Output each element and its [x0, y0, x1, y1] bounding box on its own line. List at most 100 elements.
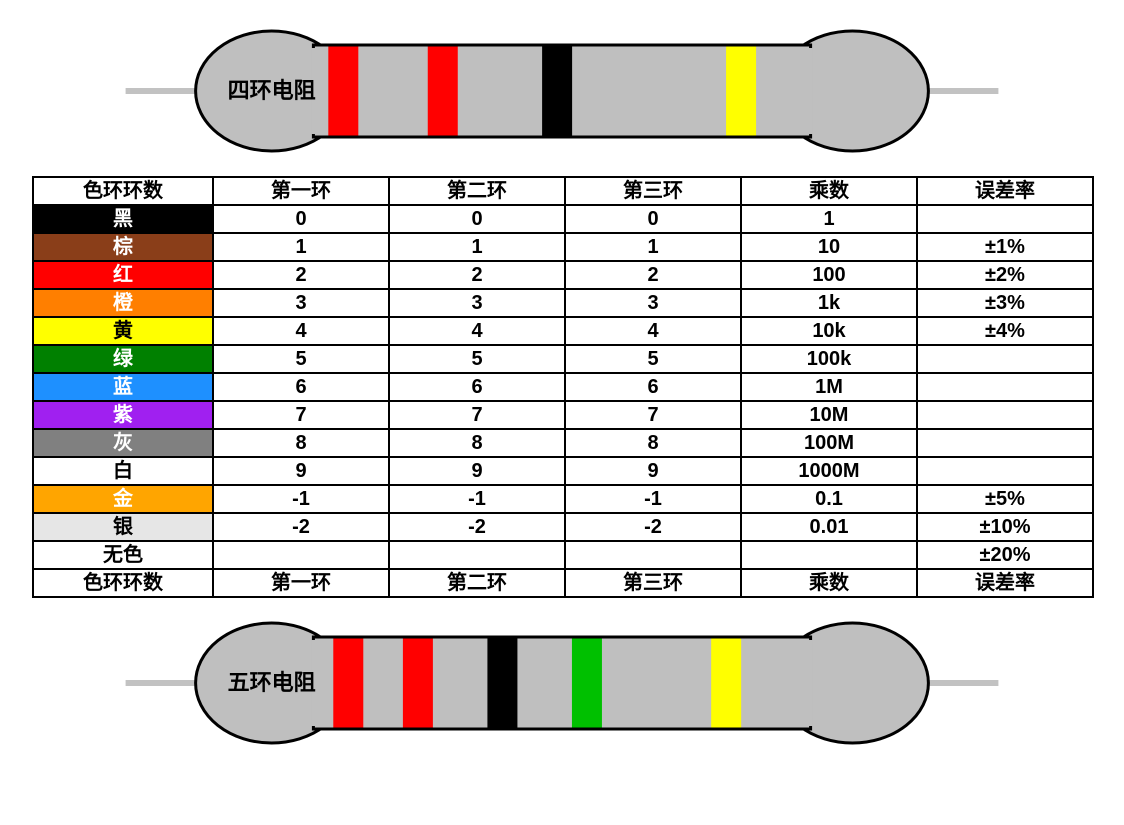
table-row: 紫77710M [33, 401, 1093, 429]
color-band-3 [542, 47, 572, 136]
table-footer-0: 色环环数 [33, 569, 213, 597]
value-cell [565, 541, 741, 569]
color-band-1 [328, 47, 358, 136]
color-name-cell: 金 [33, 485, 213, 513]
color-name-cell: 黑 [33, 205, 213, 233]
table-header-2: 第二环 [389, 177, 565, 205]
value-cell: 6 [565, 373, 741, 401]
value-cell: 4 [213, 317, 389, 345]
value-cell: -1 [389, 485, 565, 513]
resistor-color-table: 色环环数第一环第二环第三环乘数误差率黑0001棕11110±1%红222100±… [32, 176, 1094, 598]
value-cell: 100k [741, 345, 917, 373]
value-cell: 7 [565, 401, 741, 429]
color-band-2 [428, 47, 458, 136]
value-cell: 10 [741, 233, 917, 261]
value-cell: 8 [565, 429, 741, 457]
color-name-cell: 无色 [33, 541, 213, 569]
color-band-2 [403, 639, 433, 728]
value-cell: -1 [213, 485, 389, 513]
table-footer-5: 误差率 [917, 569, 1093, 597]
color-name-cell: 绿 [33, 345, 213, 373]
table-header-5: 误差率 [917, 177, 1093, 205]
value-cell [741, 541, 917, 569]
value-cell: 5 [213, 345, 389, 373]
value-cell: 1000M [741, 457, 917, 485]
value-cell: 7 [213, 401, 389, 429]
value-cell: 0 [565, 205, 741, 233]
value-cell [389, 541, 565, 569]
value-cell: 0 [213, 205, 389, 233]
value-cell: 1 [741, 205, 917, 233]
value-cell: -1 [565, 485, 741, 513]
table-row: 绿555100k [33, 345, 1093, 373]
value-cell: 10M [741, 401, 917, 429]
table-row: 黄44410k±4% [33, 317, 1093, 345]
table-row: 银-2-2-20.01±10% [33, 513, 1093, 541]
value-cell: 1k [741, 289, 917, 317]
table-footer-3: 第三环 [565, 569, 741, 597]
value-cell: 8 [213, 429, 389, 457]
value-cell: 6 [389, 373, 565, 401]
value-cell: 100 [741, 261, 917, 289]
value-cell [917, 345, 1093, 373]
value-cell: ±1% [917, 233, 1093, 261]
value-cell: 7 [389, 401, 565, 429]
value-cell [213, 541, 389, 569]
value-cell: 6 [213, 373, 389, 401]
value-cell [917, 457, 1093, 485]
table-row: 白9991000M [33, 457, 1093, 485]
value-cell: 10k [741, 317, 917, 345]
color-name-cell: 白 [33, 457, 213, 485]
color-name-cell: 灰 [33, 429, 213, 457]
value-cell: 5 [389, 345, 565, 373]
table-header-0: 色环环数 [33, 177, 213, 205]
value-cell: ±20% [917, 541, 1093, 569]
table-header-1: 第一环 [213, 177, 389, 205]
table-row: 棕11110±1% [33, 233, 1093, 261]
value-cell: 1 [389, 233, 565, 261]
value-cell: 5 [565, 345, 741, 373]
color-band-1 [333, 639, 363, 728]
table-footer-1: 第一环 [213, 569, 389, 597]
value-cell: 3 [565, 289, 741, 317]
color-name-cell: 红 [33, 261, 213, 289]
table-row: 无色 ±20% [33, 541, 1093, 569]
value-cell: 4 [389, 317, 565, 345]
table-row: 蓝6661M [33, 373, 1093, 401]
value-cell: 1 [213, 233, 389, 261]
value-cell: -2 [565, 513, 741, 541]
table-row: 橙3331k±3% [33, 289, 1093, 317]
value-cell: 4 [565, 317, 741, 345]
value-cell: ±4% [917, 317, 1093, 345]
value-cell: 100M [741, 429, 917, 457]
value-cell: 9 [213, 457, 389, 485]
five-resistor-label: 五环电阻 [228, 670, 316, 695]
value-cell: 3 [213, 289, 389, 317]
color-name-cell: 蓝 [33, 373, 213, 401]
value-cell: ±3% [917, 289, 1093, 317]
table-footer-4: 乘数 [741, 569, 917, 597]
five-band-resistor: 五环电阻 [122, 598, 1002, 768]
value-cell [917, 429, 1093, 457]
four-band-resistor: 四环电阻 [122, 6, 1002, 176]
color-band-4 [726, 47, 756, 136]
value-cell: 1 [565, 233, 741, 261]
value-cell: 9 [389, 457, 565, 485]
table-row: 黑0001 [33, 205, 1093, 233]
table-footer-2: 第二环 [389, 569, 565, 597]
value-cell: -2 [213, 513, 389, 541]
color-name-cell: 黄 [33, 317, 213, 345]
value-cell [917, 401, 1093, 429]
value-cell [917, 373, 1093, 401]
color-name-cell: 紫 [33, 401, 213, 429]
color-name-cell: 橙 [33, 289, 213, 317]
color-name-cell: 银 [33, 513, 213, 541]
table-row: 红222100±2% [33, 261, 1093, 289]
value-cell: 3 [389, 289, 565, 317]
value-cell: -2 [389, 513, 565, 541]
table-row: 金-1-1-10.1±5% [33, 485, 1093, 513]
value-cell: 0 [389, 205, 565, 233]
value-cell: 0.01 [741, 513, 917, 541]
color-code-table: 色环环数第一环第二环第三环乘数误差率黑0001棕11110±1%红222100±… [32, 176, 1092, 598]
value-cell: 2 [565, 261, 741, 289]
